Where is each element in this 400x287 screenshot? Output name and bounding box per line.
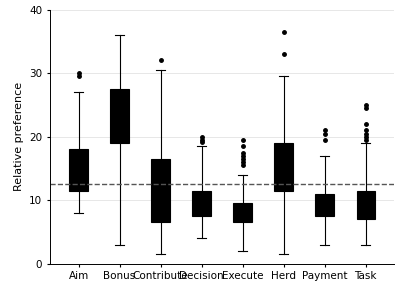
PathPatch shape (151, 159, 170, 222)
PathPatch shape (192, 191, 211, 216)
PathPatch shape (234, 203, 252, 222)
PathPatch shape (356, 191, 375, 219)
PathPatch shape (69, 150, 88, 191)
PathPatch shape (316, 194, 334, 216)
PathPatch shape (274, 143, 293, 191)
Y-axis label: Relative preference: Relative preference (14, 82, 24, 191)
PathPatch shape (110, 89, 129, 143)
